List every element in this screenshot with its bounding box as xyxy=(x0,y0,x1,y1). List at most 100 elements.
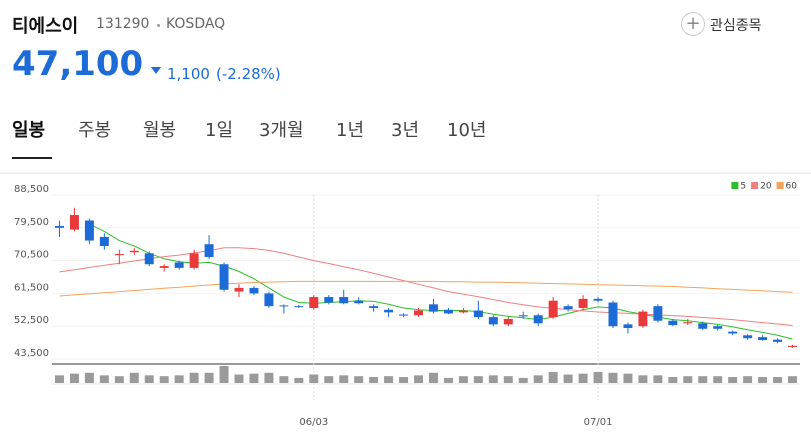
volume-bar xyxy=(54,375,64,383)
candle-body xyxy=(69,215,79,230)
volume-bar xyxy=(728,377,738,383)
volume-bar xyxy=(264,372,274,383)
volume-bar xyxy=(623,373,633,383)
volume-bar xyxy=(309,374,319,383)
candle-body xyxy=(219,264,229,290)
volume-bar xyxy=(234,374,244,383)
volume-bar xyxy=(129,372,139,383)
candle-body xyxy=(608,302,618,327)
candle-body xyxy=(414,310,424,316)
candle-body xyxy=(129,250,139,253)
change-pct: (-2.28%) xyxy=(216,65,281,83)
candle-body xyxy=(668,320,678,326)
tab[interactable]: 일봉 xyxy=(12,120,46,141)
tab[interactable]: 주봉 xyxy=(78,120,112,141)
candle-body xyxy=(533,315,543,324)
volume-bar xyxy=(458,376,468,383)
candle-body xyxy=(159,266,169,268)
candle-body xyxy=(354,300,364,304)
volume-bar xyxy=(443,377,453,383)
candle-body xyxy=(99,236,109,247)
volume-bar xyxy=(488,375,498,383)
ma-line xyxy=(59,280,793,297)
volume-bar xyxy=(384,376,394,383)
candle-body xyxy=(683,322,693,324)
volume-bar xyxy=(414,375,424,383)
candle-body xyxy=(728,331,738,334)
volume-bar xyxy=(324,376,334,383)
candle-body xyxy=(638,311,648,327)
volume-bar xyxy=(99,375,109,383)
candle-body xyxy=(264,293,274,307)
candle-body xyxy=(503,318,513,325)
legend-label: 5 xyxy=(740,182,746,192)
legend-label: 20 xyxy=(760,182,772,192)
volume-bar xyxy=(503,376,513,383)
volume-bar xyxy=(593,371,603,383)
volume-bar xyxy=(84,372,94,383)
tab-underline xyxy=(12,157,52,159)
candle-body xyxy=(518,315,528,317)
volume-bar xyxy=(114,376,124,383)
legend-swatch xyxy=(776,182,784,189)
candle-body xyxy=(773,339,783,342)
stock-code: 131290 xyxy=(96,16,150,32)
candle-body xyxy=(713,326,723,329)
tab[interactable]: 1일 xyxy=(205,120,234,141)
volume-bar xyxy=(294,377,304,383)
candle-body xyxy=(428,304,438,312)
volume-bar xyxy=(773,377,783,383)
tab[interactable]: 월봉 xyxy=(143,120,177,141)
volume-bar xyxy=(638,375,648,383)
candle-body xyxy=(174,262,184,268)
legend-swatch xyxy=(751,182,759,189)
y-tick-label: 79,500 xyxy=(14,217,49,228)
candle-body xyxy=(698,323,708,329)
volume-bar xyxy=(668,377,678,383)
candle-body xyxy=(443,309,453,314)
tab[interactable]: 10년 xyxy=(447,120,487,141)
candle-body xyxy=(339,297,349,304)
tab[interactable]: 3개월 xyxy=(259,120,304,141)
volume-bar xyxy=(533,375,543,383)
volume-bar xyxy=(758,377,768,383)
add-icon[interactable]: + xyxy=(681,12,705,36)
volume-bar xyxy=(698,376,708,383)
change: 1,100 xyxy=(167,65,210,83)
candle-body xyxy=(653,306,663,321)
candle-body xyxy=(114,254,124,256)
volume-bar xyxy=(608,372,618,383)
candle-body xyxy=(234,287,244,292)
y-tick-label: 88,500 xyxy=(14,184,49,195)
x-tick-label: 07/01 xyxy=(584,417,613,428)
volume-bar xyxy=(174,375,184,383)
volume-bar xyxy=(369,377,379,383)
candle-body xyxy=(279,305,289,307)
volume-bar xyxy=(204,372,214,383)
candle-body xyxy=(623,324,633,329)
candle-body xyxy=(578,298,588,308)
x-tick-label: 06/03 xyxy=(299,417,328,428)
candle-body xyxy=(399,314,409,316)
y-tick-label: 43,500 xyxy=(14,348,49,359)
volume-bar xyxy=(518,377,528,383)
candle-body xyxy=(563,306,573,310)
candle-body xyxy=(309,297,319,308)
volume-bar xyxy=(548,371,558,383)
candle-body xyxy=(249,287,259,294)
volume-bar xyxy=(578,373,588,383)
candle-body xyxy=(144,253,154,265)
volume-bar xyxy=(473,376,483,383)
volume-bar xyxy=(144,375,154,383)
volume-bar xyxy=(69,373,79,383)
volume-bar xyxy=(713,376,723,383)
watchlist-button[interactable]: 관심종목 xyxy=(710,18,762,34)
candle-body xyxy=(189,253,199,268)
tab[interactable]: 3년 xyxy=(391,120,420,141)
y-tick-label: 61,500 xyxy=(14,282,49,293)
candle-body xyxy=(548,300,558,318)
tab[interactable]: 1년 xyxy=(336,120,365,141)
candle-body xyxy=(788,345,798,347)
market: KOSDAQ xyxy=(166,16,226,32)
